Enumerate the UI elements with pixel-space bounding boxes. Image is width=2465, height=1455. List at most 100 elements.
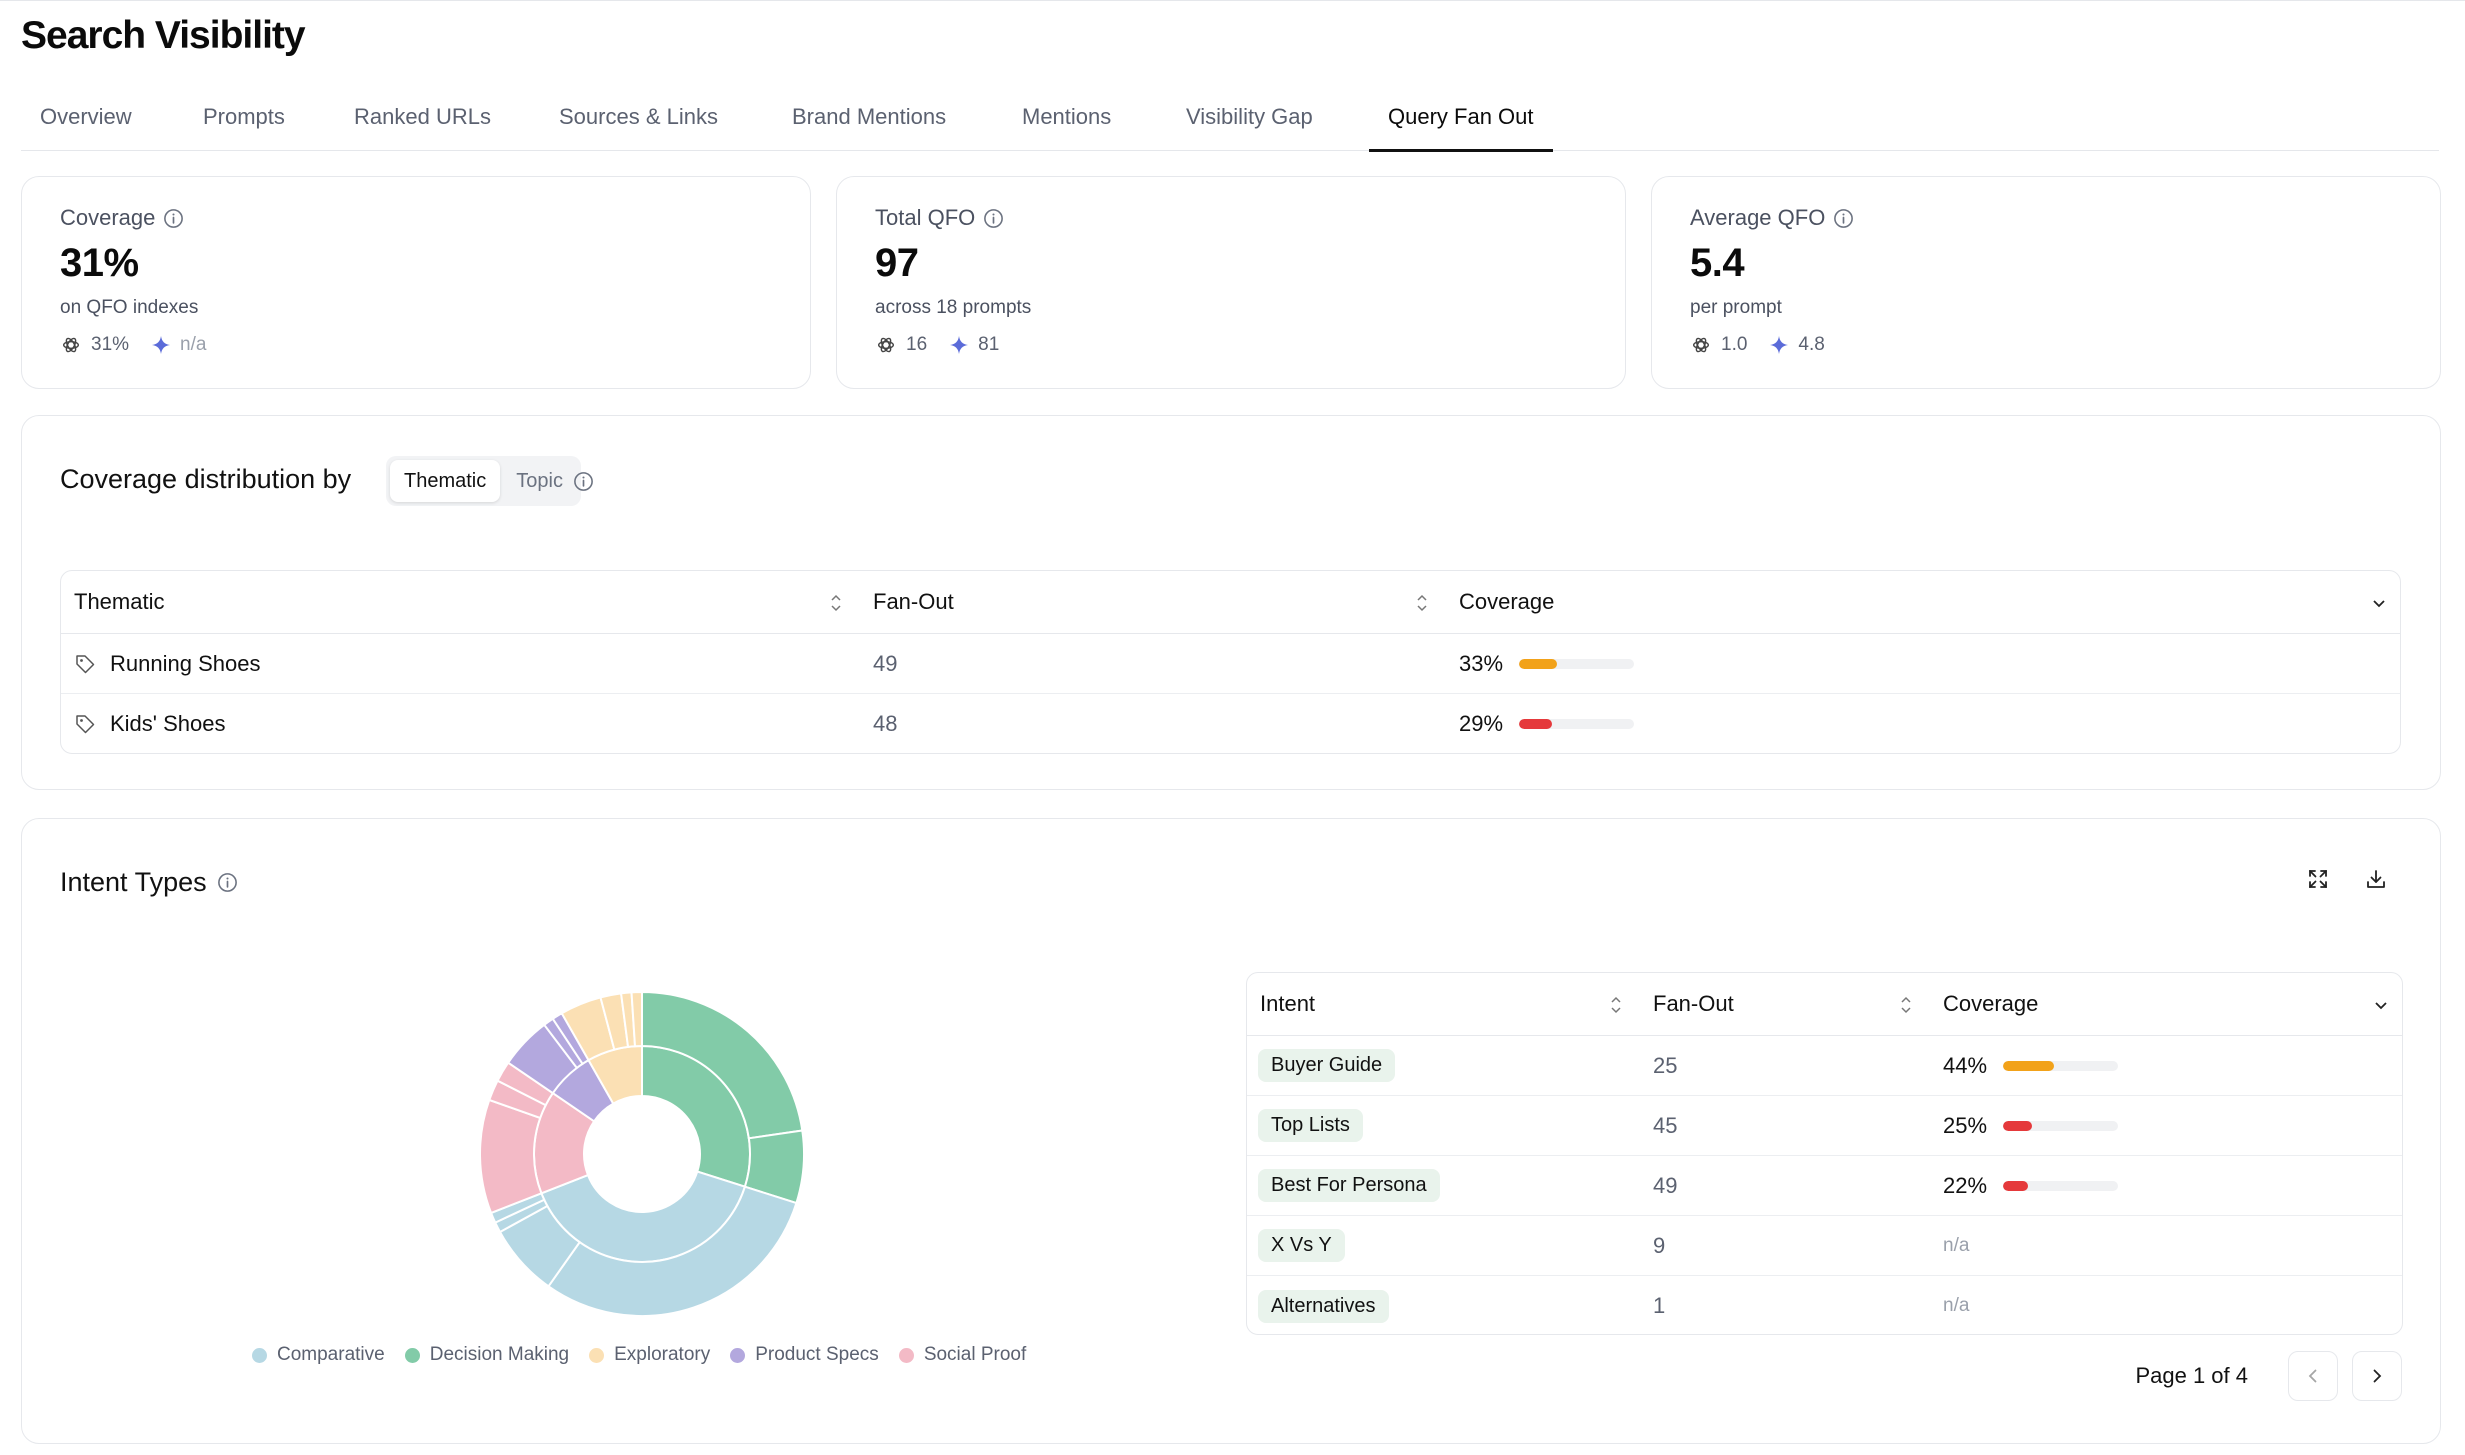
table-row[interactable]: Kids' Shoes 48 29% <box>61 694 2400 753</box>
legend-item-exploratory[interactable]: Exploratory <box>589 1344 710 1366</box>
info-icon[interactable] <box>573 471 594 492</box>
coverage-distribution-card: Coverage distribution by Thematic Topic … <box>21 415 2441 790</box>
fan-out-value: 25 <box>1653 1052 1678 1078</box>
toggle-thematic[interactable]: Thematic <box>390 460 501 502</box>
fan-out-value: 48 <box>873 711 898 736</box>
coverage-value: 31% <box>60 241 139 285</box>
tag-icon <box>76 715 95 734</box>
download-button[interactable] <box>2360 863 2392 895</box>
column-header-coverage[interactable]: Coverage <box>1943 991 2039 1016</box>
fan-out-value: 49 <box>873 650 898 676</box>
intent-table: Intent Fan-Out Coverage Buyer Guide 25 4… <box>1246 972 2403 1335</box>
outer-segment-exploratory-15[interactable] <box>630 990 643 1048</box>
gemini-value: n/a <box>180 334 207 355</box>
legend-item-decision-making[interactable]: Decision Making <box>404 1344 569 1366</box>
table-row[interactable]: Running Shoes 49 33% <box>61 634 2400 694</box>
average-qfo-stat-card: Average QFO 5.4 per prompt 1.0 4.8 <box>1651 176 2441 389</box>
column-header-thematic[interactable]: Thematic <box>74 589 165 614</box>
column-header-intent[interactable]: Intent <box>1260 991 1316 1016</box>
tab-ranked-urls[interactable]: Ranked URLs <box>354 104 491 129</box>
total-qfo-stat-card: Total QFO 97 across 18 prompts 16 81 <box>836 176 1626 389</box>
chatgpt-icon <box>62 337 80 353</box>
toggle-topic[interactable]: Topic <box>516 470 563 492</box>
thematic-table: Thematic Fan-Out Coverage Running Shoes … <box>60 570 2401 754</box>
tab-mentions[interactable]: Mentions <box>1022 104 1112 129</box>
table-row[interactable]: Top Lists 45 25% <box>1247 1096 2402 1156</box>
thematic-name: Running Shoes <box>110 650 261 676</box>
average-qfo-label-row: Average QFO <box>1690 205 1854 231</box>
tag-icon <box>76 654 95 673</box>
coverage-percent: 29% <box>1459 711 1504 736</box>
table-header: Thematic Fan-Out Coverage <box>61 571 2400 634</box>
info-icon[interactable] <box>1833 208 1854 229</box>
legend-item-social-proof[interactable]: Social Proof <box>898 1344 1027 1366</box>
chevron-down-icon[interactable] <box>2371 592 2387 614</box>
coverage-bar <box>1519 719 1635 729</box>
previous-page-button[interactable] <box>2288 1351 2338 1401</box>
legend-item-product-specs[interactable]: Product Specs <box>730 1344 879 1366</box>
coverage-bar-fill <box>1519 719 1553 729</box>
chatgpt-value: 16 <box>906 334 928 355</box>
info-icon[interactable] <box>217 872 238 893</box>
chevron-down-icon[interactable] <box>2373 994 2389 1016</box>
column-header-coverage[interactable]: Coverage <box>1459 589 1555 614</box>
table-row[interactable]: Best For Persona 49 22% <box>1247 1156 2402 1216</box>
coverage-subtext: on QFO indexes <box>60 297 199 318</box>
column-header-fan-out[interactable]: Fan-Out <box>1653 991 1734 1016</box>
coverage-bar <box>2003 1060 2119 1071</box>
intent-pill: Alternatives <box>1258 1289 1389 1323</box>
coverage-metrics: 31% n/a <box>60 334 228 356</box>
coverage-na: n/a <box>1943 1234 1970 1256</box>
next-page-button[interactable] <box>2352 1351 2402 1401</box>
legend-dot <box>730 1347 746 1363</box>
coverage-distribution-title: Coverage distribution by <box>60 464 351 495</box>
sort-icon[interactable] <box>1898 994 1914 1016</box>
tab-prompts[interactable]: Prompts <box>203 104 285 129</box>
tab-query-fan-out[interactable]: Query Fan Out <box>1369 95 1553 152</box>
coverage-percent: 22% <box>1943 1172 1988 1198</box>
coverage-bar-fill <box>2003 1180 2029 1191</box>
legend-label: Exploratory <box>614 1344 711 1365</box>
total-qfo-label-row: Total QFO <box>875 205 1004 231</box>
tab-sources-links[interactable]: Sources & Links <box>559 104 718 129</box>
fan-out-value: 45 <box>1653 1112 1678 1138</box>
expand-button[interactable] <box>2302 863 2334 895</box>
tab-visibility-gap[interactable]: Visibility Gap <box>1186 104 1313 129</box>
page-indicator: Page 1 of 4 <box>2135 1363 2248 1388</box>
column-header-fan-out[interactable]: Fan-Out <box>873 589 954 614</box>
legend-item-comparative[interactable]: Comparative <box>252 1344 385 1366</box>
outer-segment-social-proof-6[interactable] <box>479 1098 543 1215</box>
sort-icon[interactable] <box>1608 994 1624 1016</box>
table-row[interactable]: X Vs Y 9 n/a <box>1247 1216 2402 1276</box>
table-row[interactable]: Buyer Guide 25 44% <box>1247 1036 2402 1096</box>
intent-types-title: Intent Types <box>60 867 238 898</box>
coverage-percent: 25% <box>1943 1112 1988 1138</box>
intent-types-title-text: Intent Types <box>60 867 207 897</box>
info-icon[interactable] <box>983 208 1004 229</box>
coverage-stat-card: Coverage 31% on QFO indexes 31% n/a <box>21 176 811 389</box>
chevron-left-icon <box>2308 1369 2317 1383</box>
info-icon[interactable] <box>163 208 184 229</box>
legend-dot <box>589 1347 605 1363</box>
chatgpt-icon <box>1692 337 1710 353</box>
coverage-label: Coverage <box>60 205 156 230</box>
intent-pill: X Vs Y <box>1258 1229 1345 1262</box>
chart-legend: Comparative Decision Making Exploratory … <box>252 1344 1046 1366</box>
sort-icon[interactable] <box>1414 592 1430 614</box>
table-row[interactable]: Alternatives 1 n/a <box>1247 1276 2402 1334</box>
total-qfo-label: Total QFO <box>875 205 976 230</box>
gemini-sparkle-icon <box>152 336 171 354</box>
coverage-label-row: Coverage <box>60 205 184 231</box>
download-icon <box>2367 870 2385 888</box>
sort-icon[interactable] <box>828 592 844 614</box>
tab-brand-mentions[interactable]: Brand Mentions <box>792 104 947 129</box>
legend-dot <box>898 1347 914 1363</box>
outer-segment-comparative-2[interactable] <box>547 1185 798 1317</box>
average-qfo-subtext: per prompt <box>1690 297 1782 318</box>
tab-overview[interactable]: Overview <box>40 104 132 129</box>
coverage-distribution-title-text: Coverage distribution by <box>60 464 352 494</box>
intent-pill: Best For Persona <box>1258 1169 1440 1202</box>
legend-label: Product Specs <box>755 1344 879 1365</box>
fan-out-value: 9 <box>1653 1232 1666 1258</box>
legend-label: Social Proof <box>923 1344 1027 1365</box>
